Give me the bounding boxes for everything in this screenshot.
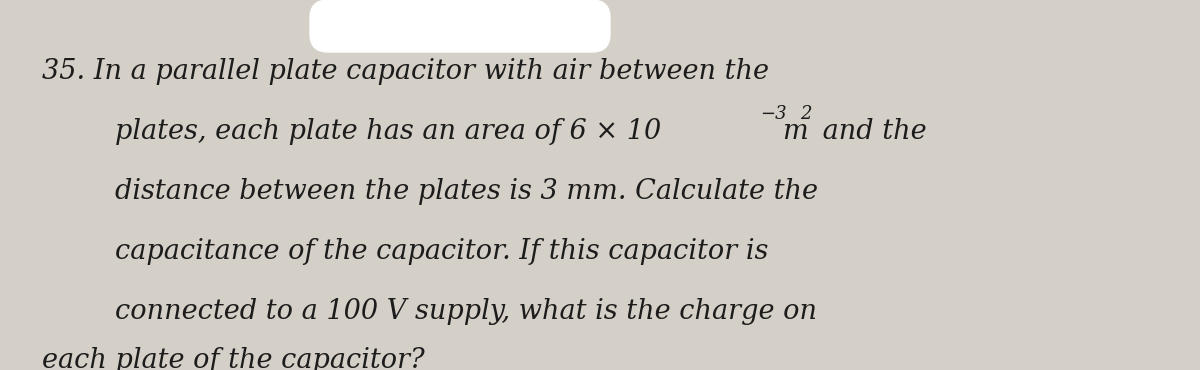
Text: plates, each plate has an area of 6 × 10: plates, each plate has an area of 6 × 10 xyxy=(115,118,661,145)
Text: distance between the plates is 3 mm. Calculate the: distance between the plates is 3 mm. Cal… xyxy=(115,178,818,205)
FancyBboxPatch shape xyxy=(310,0,610,52)
Text: 35. In a parallel plate capacitor with air between the: 35. In a parallel plate capacitor with a… xyxy=(42,58,769,85)
Text: connected to a 100 V supply, what is the charge on: connected to a 100 V supply, what is the… xyxy=(115,298,817,325)
Text: 2: 2 xyxy=(800,105,811,123)
Text: each plate of the capacitor?: each plate of the capacitor? xyxy=(42,347,425,370)
Text: m: m xyxy=(782,118,808,145)
Text: −3: −3 xyxy=(760,105,787,123)
Text: and the: and the xyxy=(814,118,926,145)
Text: capacitance of the capacitor. If this capacitor is: capacitance of the capacitor. If this ca… xyxy=(115,238,768,265)
